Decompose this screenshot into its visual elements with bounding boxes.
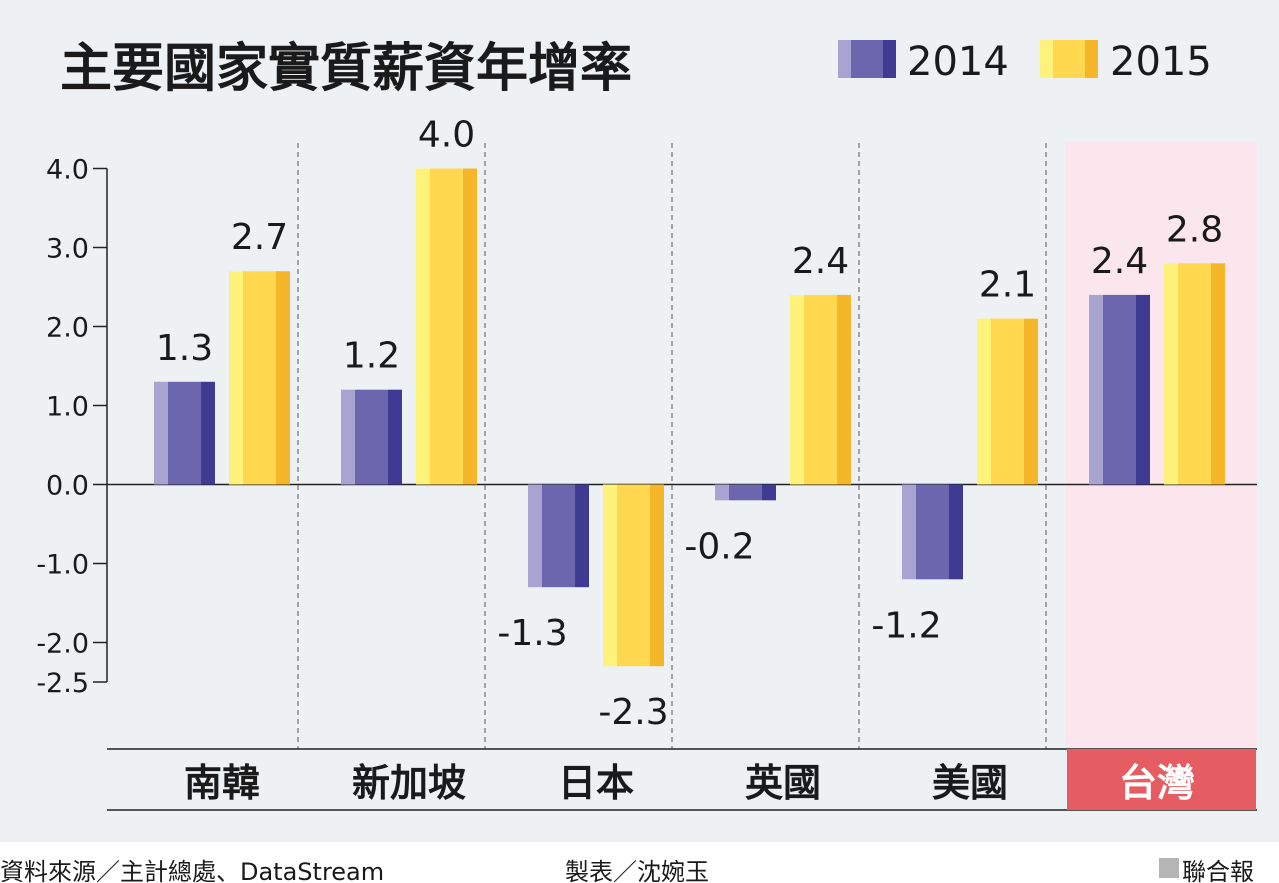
data-label-2015-5: 2.8 xyxy=(1166,209,1223,250)
bar-2014-2 xyxy=(528,484,589,588)
category-label-5: 台灣 xyxy=(1119,761,1195,805)
bar-segment-mid xyxy=(168,381,201,485)
chart-title: 主要國家實質薪資年增率 xyxy=(60,39,632,99)
y-tick-label: 4.0 xyxy=(46,155,89,186)
legend-swatch-2015-light xyxy=(1040,40,1053,78)
bar-segment-mid xyxy=(542,484,575,588)
data-label-2015-4: 2.1 xyxy=(979,265,1036,306)
bar-segment-dark xyxy=(388,389,402,485)
footer-maker: 製表／沈婉玉 xyxy=(565,858,709,883)
bar-segment-light xyxy=(715,484,729,501)
legend-swatch-2014-mid xyxy=(851,40,883,78)
bar-segment-light xyxy=(790,294,804,485)
bar-segment-mid xyxy=(916,484,949,580)
bar-segment-dark xyxy=(1136,294,1150,485)
legend-swatch-2015-mid xyxy=(1053,40,1085,78)
y-tick-label: -2.0 xyxy=(36,629,89,660)
category-label-1: 新加坡 xyxy=(352,761,466,805)
bar-segment-mid xyxy=(729,484,762,501)
y-tick-label: -1.0 xyxy=(36,550,89,581)
data-label-2015-1: 4.0 xyxy=(418,115,475,156)
category-label-3: 英國 xyxy=(745,761,821,805)
bar-2014-3 xyxy=(715,484,776,501)
bar-segment-mid xyxy=(430,168,463,485)
bar-segment-dark xyxy=(650,484,664,667)
data-label-2014-5: 2.4 xyxy=(1091,241,1148,282)
category-label-2: 日本 xyxy=(558,761,634,805)
data-label-2014-4: -1.2 xyxy=(871,605,941,646)
data-label-2015-2: -2.3 xyxy=(598,692,668,733)
category-label-4: 美國 xyxy=(932,761,1008,805)
bar-segment-light xyxy=(1089,294,1103,485)
data-label-2014-3: -0.2 xyxy=(684,526,754,567)
bar-segment-light xyxy=(154,381,168,485)
category-label-0: 南韓 xyxy=(184,761,260,805)
bar-segment-mid xyxy=(243,271,276,485)
legend-swatch-2014-dark xyxy=(883,40,896,78)
bar-segment-dark xyxy=(837,294,851,485)
y-tick-label: 1.0 xyxy=(46,392,89,423)
bar-2015-4 xyxy=(977,318,1038,485)
bar-segment-dark xyxy=(201,381,215,485)
legend-label-2014: 2014 xyxy=(907,39,1009,85)
data-label-2014-0: 1.3 xyxy=(156,328,213,369)
bar-segment-mid xyxy=(804,294,837,485)
bar-segment-mid xyxy=(1103,294,1136,485)
y-tick-label: 2.0 xyxy=(46,313,89,344)
bar-segment-dark xyxy=(949,484,963,580)
bar-segment-mid xyxy=(355,389,388,485)
plot-area: 4.0 3.0 2.0 1.0 0.0 -1.0 -2.0 -2.5 1.3 2.7 1.2 4.0 -… xyxy=(36,115,1257,749)
highlight-label-background xyxy=(1067,749,1256,810)
bar-segment-dark xyxy=(463,168,477,485)
legend-swatch-2014-light xyxy=(838,40,851,78)
bar-segment-light xyxy=(603,484,617,667)
legend-swatch-2015-dark xyxy=(1085,40,1098,78)
bar-segment-dark xyxy=(1024,318,1038,485)
bar-2014-0 xyxy=(154,381,215,485)
y-tick-label: 0.0 xyxy=(46,471,89,502)
bar-segment-mid xyxy=(991,318,1024,485)
bar-segment-light xyxy=(416,168,430,485)
y-tick-label: 3.0 xyxy=(46,234,89,265)
data-label-2014-2: -1.3 xyxy=(497,613,567,654)
bar-2015-3 xyxy=(790,294,851,485)
bar-segment-light xyxy=(229,271,243,485)
bar-2014-4 xyxy=(902,484,963,580)
bar-2015-0 xyxy=(229,271,290,485)
legend: 2014 2015 xyxy=(838,39,1212,85)
data-label-2014-1: 1.2 xyxy=(343,336,400,377)
y-tick-label: -2.5 xyxy=(36,668,89,699)
footer-source: 資料來源／主計總處、DataStream xyxy=(0,858,384,883)
data-label-2015-0: 2.7 xyxy=(231,217,288,258)
footer-brand: 聯合報 xyxy=(1182,858,1254,883)
bar-segment-dark xyxy=(575,484,589,588)
bar-2015-2 xyxy=(603,484,664,667)
bar-segment-mid xyxy=(1178,263,1211,485)
bar-segment-light xyxy=(977,318,991,485)
bar-segment-dark xyxy=(276,271,290,485)
category-labels: 南韓 新加坡 日本 英國 美國 台灣 xyxy=(184,749,1256,810)
legend-label-2015: 2015 xyxy=(1110,39,1212,85)
bar-2015-5 xyxy=(1164,263,1225,485)
bar-segment-mid xyxy=(617,484,650,667)
footer-brand-square xyxy=(1159,858,1179,878)
bar-2014-1 xyxy=(341,389,402,485)
bar-segment-light xyxy=(1164,263,1178,485)
bar-segment-dark xyxy=(762,484,776,501)
bar-segment-light xyxy=(902,484,916,580)
bar-segment-dark xyxy=(1211,263,1225,485)
bar-segment-light xyxy=(528,484,542,588)
data-label-2015-3: 2.4 xyxy=(792,241,849,282)
bar-segment-light xyxy=(341,389,355,485)
bar-2015-1 xyxy=(416,168,477,485)
bar-2014-5 xyxy=(1089,294,1150,485)
